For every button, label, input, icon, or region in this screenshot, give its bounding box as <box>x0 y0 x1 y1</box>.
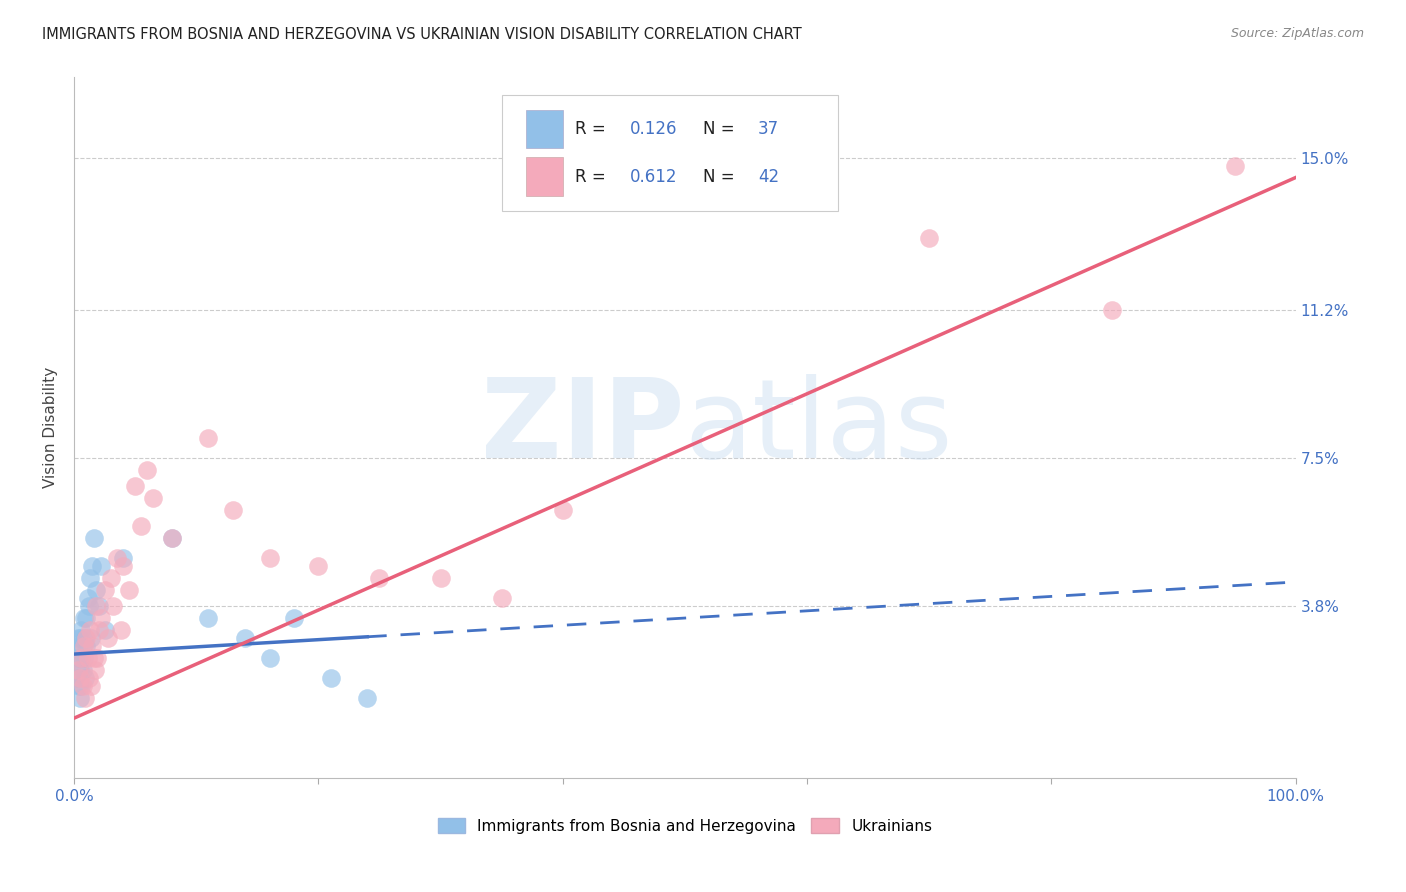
Point <box>84 582 107 597</box>
Point <box>80 679 103 693</box>
Point <box>918 230 941 244</box>
Point <box>66 651 89 665</box>
Point <box>110 623 132 637</box>
Point <box>1101 302 1123 317</box>
Point <box>76 591 98 605</box>
Point <box>80 631 103 645</box>
Point <box>93 623 115 637</box>
Text: ZIP: ZIP <box>481 375 685 482</box>
FancyBboxPatch shape <box>526 110 562 148</box>
Point <box>307 559 329 574</box>
Point <box>72 639 94 653</box>
Text: N =: N = <box>703 168 740 186</box>
Point <box>79 571 101 585</box>
Point <box>83 531 105 545</box>
Point <box>233 631 256 645</box>
Point <box>105 551 128 566</box>
Point <box>319 671 342 685</box>
Text: 37: 37 <box>758 120 779 138</box>
Text: atlas: atlas <box>685 375 953 482</box>
Point <box>356 691 378 706</box>
Text: R =: R = <box>575 120 610 138</box>
Point <box>111 551 134 566</box>
Point <box>84 599 107 613</box>
Point <box>67 679 90 693</box>
Point <box>82 639 104 653</box>
Point <box>111 559 134 574</box>
Point <box>283 611 305 625</box>
Point <box>73 611 96 625</box>
Point <box>79 623 101 637</box>
Text: IMMIGRANTS FROM BOSNIA AND HERZEGOVINA VS UKRAINIAN VISION DISABILITY CORRELATIO: IMMIGRANTS FROM BOSNIA AND HERZEGOVINA V… <box>42 27 801 42</box>
Point <box>90 559 112 574</box>
Point <box>75 631 97 645</box>
Y-axis label: Vision Disability: Vision Disability <box>44 368 58 489</box>
Point <box>70 679 93 693</box>
Point <box>100 571 122 585</box>
Point <box>83 663 105 677</box>
Point <box>83 651 105 665</box>
Point <box>142 491 165 505</box>
Text: R =: R = <box>575 168 610 186</box>
Point <box>69 663 91 677</box>
Point <box>72 679 94 693</box>
Point <box>160 531 183 545</box>
Point <box>65 671 87 685</box>
Point <box>136 463 159 477</box>
Point <box>118 582 141 597</box>
Point <box>67 639 90 653</box>
Point <box>368 571 391 585</box>
Point <box>69 671 91 685</box>
Text: 0.612: 0.612 <box>630 168 678 186</box>
Point <box>70 651 93 665</box>
Point <box>75 671 97 685</box>
Point <box>259 651 281 665</box>
Point <box>69 631 91 645</box>
Point <box>72 663 94 677</box>
Point <box>73 651 96 665</box>
Point <box>90 611 112 625</box>
FancyBboxPatch shape <box>502 95 838 211</box>
Point <box>66 631 89 645</box>
Point <box>75 611 97 625</box>
Point <box>75 691 97 706</box>
Point <box>87 623 110 637</box>
Point <box>124 479 146 493</box>
Point <box>129 519 152 533</box>
Point <box>69 691 91 706</box>
Legend: Immigrants from Bosnia and Herzegovina, Ukrainians: Immigrants from Bosnia and Herzegovina, … <box>437 818 932 834</box>
Point <box>86 651 108 665</box>
Point <box>66 663 89 677</box>
FancyBboxPatch shape <box>526 157 562 196</box>
Point <box>160 531 183 545</box>
Point <box>97 631 120 645</box>
Point <box>491 591 513 605</box>
Point <box>87 599 110 613</box>
Point <box>76 651 98 665</box>
Point <box>197 611 219 625</box>
Text: Source: ZipAtlas.com: Source: ZipAtlas.com <box>1230 27 1364 40</box>
Point <box>70 651 93 665</box>
Text: 0.126: 0.126 <box>630 120 678 138</box>
Point <box>1223 159 1246 173</box>
Point <box>197 431 219 445</box>
Text: N =: N = <box>703 120 740 138</box>
Point <box>75 639 97 653</box>
Point <box>429 571 451 585</box>
Point <box>77 599 100 613</box>
Point <box>93 582 115 597</box>
Text: 42: 42 <box>758 168 779 186</box>
Point <box>101 599 124 613</box>
Point <box>551 503 574 517</box>
Point <box>222 503 245 517</box>
Point <box>82 559 104 574</box>
Point <box>259 551 281 566</box>
Point <box>75 631 97 645</box>
Point <box>73 639 96 653</box>
Point <box>70 623 93 637</box>
Point <box>77 671 100 685</box>
